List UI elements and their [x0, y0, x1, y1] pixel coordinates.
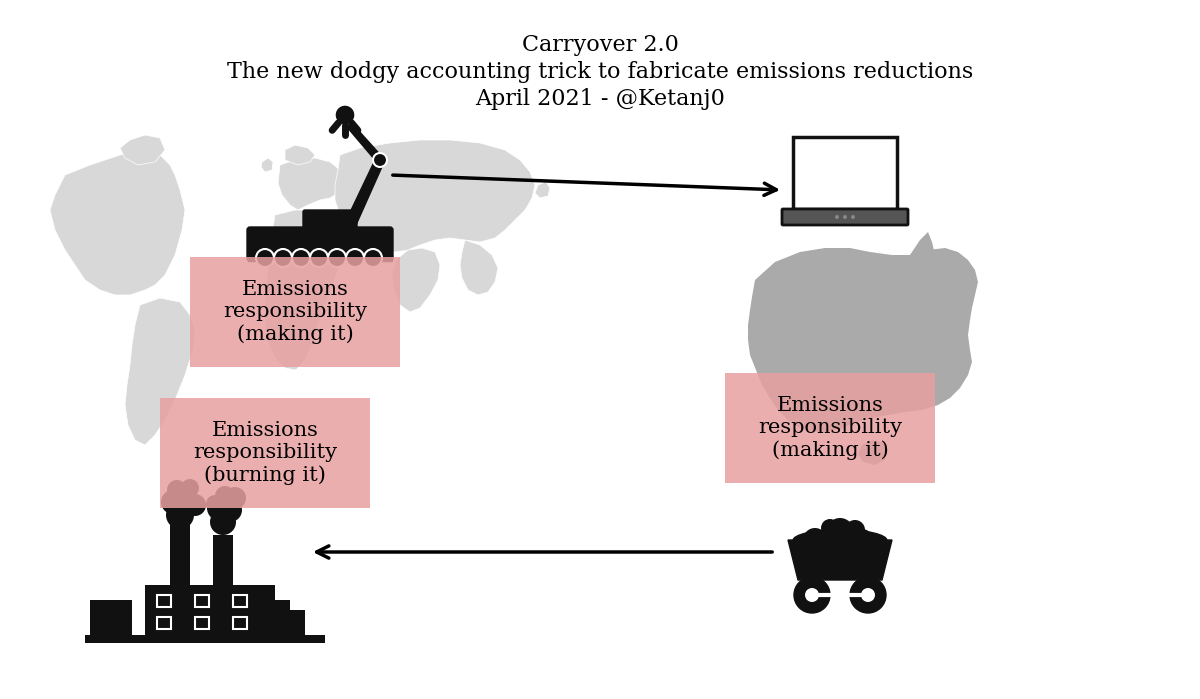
Bar — [170, 525, 190, 587]
Circle shape — [835, 215, 839, 219]
Bar — [90, 600, 132, 638]
Polygon shape — [392, 248, 440, 312]
Circle shape — [208, 495, 233, 521]
Bar — [194, 617, 209, 629]
Polygon shape — [344, 160, 385, 225]
Circle shape — [166, 501, 194, 529]
Bar — [233, 595, 247, 607]
Ellipse shape — [792, 529, 888, 551]
Text: Carryover 2.0: Carryover 2.0 — [522, 34, 678, 56]
Circle shape — [310, 249, 328, 267]
Circle shape — [274, 249, 292, 267]
Polygon shape — [286, 145, 314, 165]
Bar — [260, 610, 305, 637]
Polygon shape — [910, 232, 935, 260]
Text: Emissions
responsibility
(making it): Emissions responsibility (making it) — [758, 396, 902, 460]
Polygon shape — [788, 540, 892, 580]
FancyBboxPatch shape — [302, 210, 358, 234]
Text: The new dodgy accounting trick to fabricate emissions reductions: The new dodgy accounting trick to fabric… — [227, 61, 973, 83]
Circle shape — [328, 249, 346, 267]
Polygon shape — [125, 298, 194, 445]
Text: Emissions
responsibility
(burning it): Emissions responsibility (burning it) — [193, 421, 337, 485]
Circle shape — [862, 588, 875, 602]
Circle shape — [181, 479, 199, 497]
Circle shape — [794, 577, 830, 613]
Bar — [157, 595, 172, 607]
FancyBboxPatch shape — [782, 209, 908, 225]
Bar — [85, 635, 325, 643]
Circle shape — [210, 509, 236, 535]
FancyBboxPatch shape — [190, 257, 400, 367]
Circle shape — [292, 249, 310, 267]
Text: April 2021 - @Ketanj0: April 2021 - @Ketanj0 — [475, 88, 725, 110]
Circle shape — [184, 494, 206, 516]
Bar — [214, 535, 233, 587]
Polygon shape — [262, 158, 274, 172]
Polygon shape — [335, 140, 535, 252]
Circle shape — [845, 520, 865, 540]
Bar — [145, 585, 275, 637]
Polygon shape — [748, 248, 978, 432]
Bar — [793, 137, 898, 209]
Circle shape — [256, 249, 274, 267]
Circle shape — [821, 519, 839, 537]
Circle shape — [850, 577, 886, 613]
Circle shape — [215, 486, 235, 506]
Text: Emissions
responsibility
(making it): Emissions responsibility (making it) — [223, 280, 367, 344]
Polygon shape — [341, 120, 385, 160]
Circle shape — [851, 529, 874, 551]
Polygon shape — [265, 210, 346, 370]
Bar — [194, 595, 209, 607]
Circle shape — [167, 480, 187, 500]
Polygon shape — [120, 135, 166, 165]
Circle shape — [851, 215, 854, 219]
Circle shape — [206, 495, 224, 513]
Circle shape — [364, 249, 382, 267]
Polygon shape — [460, 240, 498, 295]
Circle shape — [346, 249, 364, 267]
FancyBboxPatch shape — [160, 398, 370, 508]
Circle shape — [172, 487, 198, 513]
Circle shape — [826, 518, 854, 546]
Circle shape — [803, 528, 827, 552]
FancyBboxPatch shape — [247, 227, 394, 261]
Bar — [157, 617, 172, 629]
Bar — [226, 600, 290, 637]
Circle shape — [335, 105, 355, 125]
Polygon shape — [50, 150, 185, 295]
Circle shape — [218, 498, 242, 522]
Polygon shape — [535, 182, 550, 198]
Circle shape — [805, 588, 818, 602]
Polygon shape — [278, 158, 346, 210]
Circle shape — [842, 215, 847, 219]
Polygon shape — [858, 440, 888, 465]
FancyBboxPatch shape — [725, 373, 935, 483]
Circle shape — [161, 490, 185, 514]
Bar — [248, 255, 392, 261]
Circle shape — [373, 153, 386, 167]
Circle shape — [224, 487, 246, 509]
Bar — [233, 617, 247, 629]
